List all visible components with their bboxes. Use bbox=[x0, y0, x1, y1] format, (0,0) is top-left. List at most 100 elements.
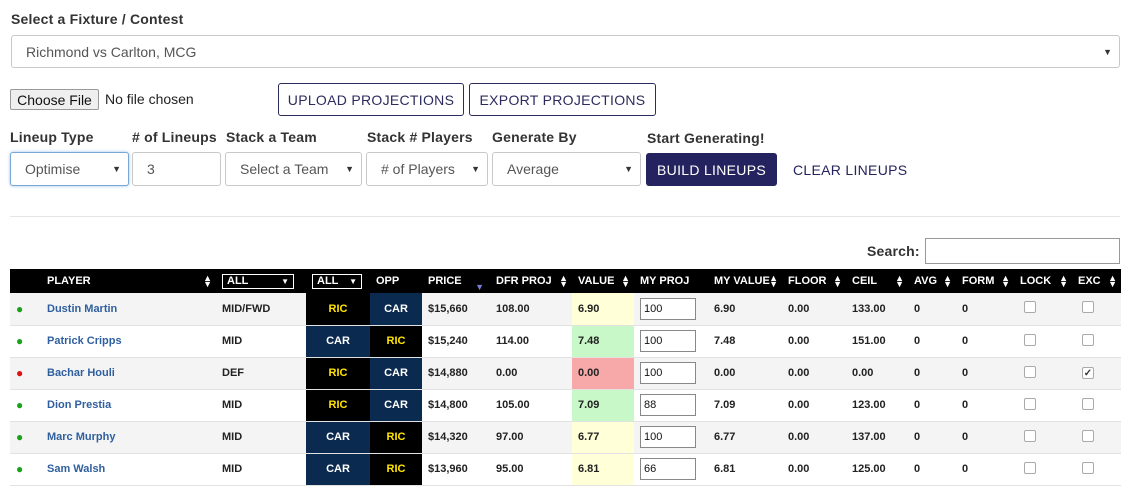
exclude-checkbox[interactable]: ✓ bbox=[1082, 367, 1094, 380]
player-link[interactable]: Marc Murphy bbox=[41, 421, 216, 454]
choose-file-button[interactable]: Choose File bbox=[10, 89, 99, 110]
clear-lineups-button[interactable]: CLEAR LINEUPS bbox=[793, 162, 908, 178]
status-header bbox=[10, 269, 41, 293]
my-proj-input[interactable]: 100 bbox=[640, 426, 696, 448]
my-value-header[interactable]: MY VALUE ▲ ▼ bbox=[708, 269, 782, 293]
generate-by-value: Average bbox=[507, 161, 559, 177]
lock-checkbox[interactable] bbox=[1024, 397, 1036, 410]
exc-cell bbox=[1072, 293, 1121, 326]
player-link[interactable]: Bachar Houli bbox=[41, 357, 216, 390]
build-lineups-button[interactable]: BUILD LINEUPS bbox=[646, 153, 777, 186]
my-proj-cell: 100 bbox=[634, 421, 708, 454]
fixture-select[interactable]: Richmond vs Carlton, MCG ▼ bbox=[11, 35, 1120, 68]
lock-checkbox[interactable] bbox=[1024, 461, 1036, 474]
exclude-checkbox[interactable] bbox=[1082, 397, 1094, 410]
team-cell: RIC bbox=[306, 389, 370, 422]
exclude-checkbox[interactable] bbox=[1082, 333, 1094, 346]
my-proj-input[interactable]: 88 bbox=[640, 394, 696, 416]
avg-header[interactable]: AVG ▲ ▼ bbox=[908, 269, 956, 293]
lock-checkbox[interactable] bbox=[1024, 333, 1036, 346]
chevron-down-icon: ▼ bbox=[624, 164, 633, 174]
num-lineups-input[interactable]: 3 bbox=[132, 152, 221, 186]
fixture-select-value: Richmond vs Carlton, MCG bbox=[26, 43, 197, 60]
exc-header[interactable]: EXC ▲ ▼ bbox=[1072, 269, 1121, 293]
chevron-down-icon: ▼ bbox=[471, 164, 480, 174]
chevron-down-icon: ▼ bbox=[349, 276, 357, 286]
dfr-proj-cell: 114.00 bbox=[490, 325, 572, 358]
export-projections-button[interactable]: EXPORT PROJECTIONS bbox=[469, 83, 656, 116]
stack-players-select[interactable]: # of Players ▼ bbox=[366, 152, 488, 186]
status-cell: ● bbox=[10, 357, 41, 390]
generate-by-label: Generate By bbox=[492, 129, 577, 145]
value-cell: 6.90 bbox=[572, 293, 634, 326]
table-header-row: PLAYER ▲ ▼ ALL ▼ ALL ▼ OPP PRICE ▼ DFR PROJ ▲ ▼… bbox=[10, 269, 1121, 293]
opp-header[interactable]: OPP bbox=[370, 269, 422, 293]
sort-icon: ▲ ▼ bbox=[895, 273, 904, 289]
my-proj-header[interactable]: MY PROJ bbox=[634, 269, 708, 293]
sort-icon: ▲ ▼ bbox=[1001, 273, 1010, 289]
exclude-checkbox[interactable] bbox=[1082, 461, 1094, 474]
opp-cell: RIC bbox=[370, 453, 422, 486]
lock-cell bbox=[1014, 325, 1072, 358]
lock-cell bbox=[1014, 293, 1072, 326]
value-cell: 7.48 bbox=[572, 325, 634, 358]
dfr-proj-header[interactable]: DFR PROJ ▲ ▼ bbox=[490, 269, 572, 293]
stack-team-label: Stack a Team bbox=[226, 129, 317, 145]
form-header[interactable]: FORM ▲ ▼ bbox=[956, 269, 1014, 293]
player-header[interactable]: PLAYER ▲ ▼ bbox=[41, 269, 216, 293]
position-cell: MID bbox=[216, 421, 306, 454]
team-filter[interactable]: ALL ▼ bbox=[306, 269, 370, 293]
file-status: No file chosen bbox=[105, 91, 194, 107]
price-header[interactable]: PRICE ▼ bbox=[422, 269, 490, 293]
exc-cell bbox=[1072, 453, 1121, 486]
sort-icon: ▲ ▼ bbox=[1059, 273, 1068, 289]
floor-cell: 0.00 bbox=[782, 325, 846, 358]
floor-header[interactable]: FLOOR ▲ ▼ bbox=[782, 269, 846, 293]
sort-icon: ▲ ▼ bbox=[769, 273, 778, 289]
player-link[interactable]: Dion Prestia bbox=[41, 389, 216, 422]
exc-cell: ✓ bbox=[1072, 357, 1121, 390]
status-cell: ● bbox=[10, 293, 41, 326]
position-cell: MID bbox=[216, 389, 306, 422]
form-cell: 0 bbox=[956, 325, 1014, 358]
my-proj-input[interactable]: 100 bbox=[640, 362, 696, 384]
lock-checkbox[interactable] bbox=[1024, 365, 1036, 378]
lock-header[interactable]: LOCK ▲ ▼ bbox=[1014, 269, 1072, 293]
exclude-checkbox[interactable] bbox=[1082, 301, 1094, 314]
player-link[interactable]: Dustin Martin bbox=[41, 293, 216, 326]
my-proj-input[interactable]: 100 bbox=[640, 330, 696, 352]
avg-cell: 0 bbox=[908, 421, 956, 454]
position-cell: MID bbox=[216, 325, 306, 358]
dfr-proj-cell: 108.00 bbox=[490, 293, 572, 326]
search-input[interactable] bbox=[925, 238, 1120, 264]
sort-icon: ▲ ▼ bbox=[833, 273, 842, 289]
my-proj-input[interactable]: 100 bbox=[640, 297, 696, 320]
players-table: PLAYER ▲ ▼ ALL ▼ ALL ▼ OPP PRICE ▼ DFR PROJ ▲ ▼… bbox=[10, 269, 1121, 486]
dfr-proj-cell: 0.00 bbox=[490, 357, 572, 390]
form-cell: 0 bbox=[956, 357, 1014, 390]
generate-by-select[interactable]: Average ▼ bbox=[492, 152, 641, 186]
ceil-header[interactable]: CEIL ▲ ▼ bbox=[846, 269, 908, 293]
status-dot-icon: ● bbox=[16, 398, 24, 412]
upload-projections-button[interactable]: UPLOAD PROJECTIONS bbox=[278, 83, 464, 116]
lock-checkbox[interactable] bbox=[1024, 429, 1036, 442]
ceil-cell: 137.00 bbox=[846, 421, 908, 454]
opp-cell: CAR bbox=[370, 357, 422, 390]
lock-cell bbox=[1014, 421, 1072, 454]
stack-team-select[interactable]: Select a Team ▼ bbox=[225, 152, 362, 186]
exclude-checkbox[interactable] bbox=[1082, 429, 1094, 442]
search-label: Search: bbox=[867, 243, 920, 259]
status-cell: ● bbox=[10, 325, 41, 358]
lock-checkbox[interactable] bbox=[1024, 301, 1036, 314]
player-link[interactable]: Sam Walsh bbox=[41, 453, 216, 486]
dfr-proj-cell: 95.00 bbox=[490, 453, 572, 486]
value-header[interactable]: VALUE ▲ ▼ bbox=[572, 269, 634, 293]
opp-cell: CAR bbox=[370, 389, 422, 422]
lineup-type-select[interactable]: Optimise ▼ bbox=[10, 152, 129, 186]
my-proj-input[interactable]: 66 bbox=[640, 458, 696, 480]
price-cell: $13,960 bbox=[422, 453, 490, 486]
my-value-cell: 7.48 bbox=[708, 325, 782, 358]
position-filter[interactable]: ALL ▼ bbox=[216, 269, 306, 293]
sort-icon: ▲ ▼ bbox=[559, 273, 568, 289]
player-link[interactable]: Patrick Cripps bbox=[41, 325, 216, 358]
